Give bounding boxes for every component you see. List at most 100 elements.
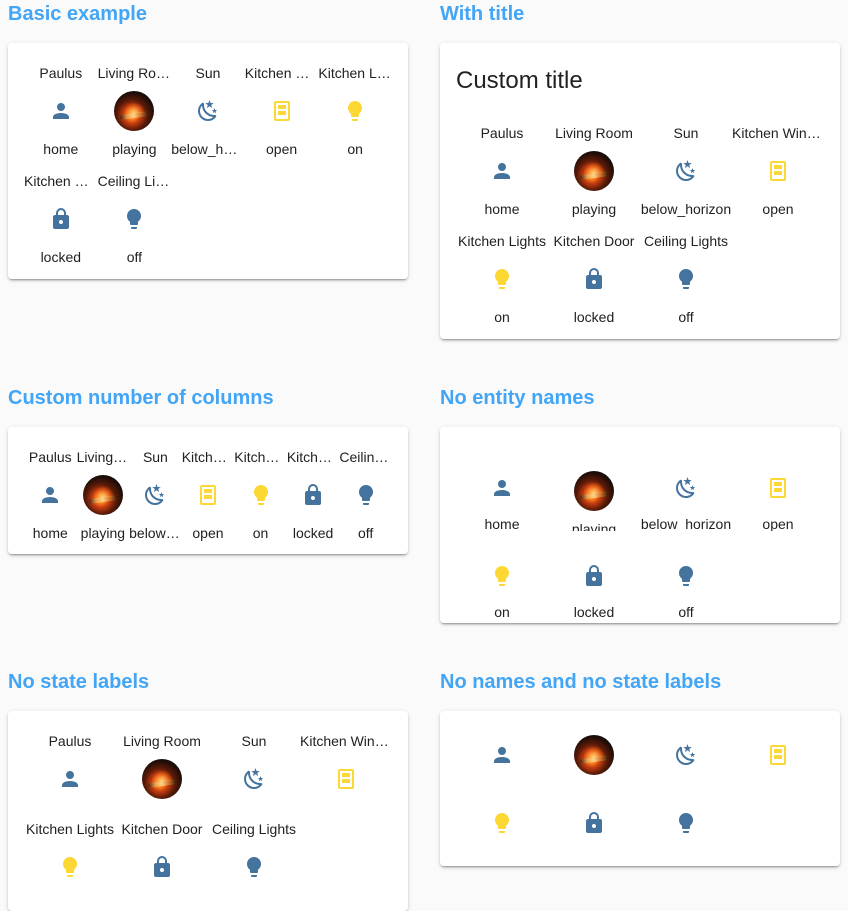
entity-kitchen-window[interactable]: Kitchen Window	[300, 727, 392, 815]
entity-living-room[interactable]: Living Room playing	[548, 119, 640, 227]
entity-sun[interactable]: Sun below_horizon	[129, 443, 182, 551]
entity-state: on	[494, 603, 510, 619]
account-icon	[482, 735, 522, 775]
entity-paulus[interactable]: Paulus home	[456, 119, 548, 227]
entity-state: open	[762, 515, 794, 531]
section-title: With title	[440, 3, 525, 25]
entity-name: Ceiling Lights	[97, 173, 172, 189]
entity-kitchen-lights[interactable]: Kitchen Lights on	[318, 59, 392, 167]
entity-state: below_horizon	[640, 515, 732, 531]
entity-name: Kitchen Window	[300, 733, 392, 749]
entity-name: Kitchen Door	[121, 821, 203, 837]
entity-state: open	[762, 201, 794, 217]
window-open-icon	[758, 471, 798, 506]
entity-state: on	[347, 141, 363, 157]
glance-card: Custom title Paulus home Living Room playin…	[440, 43, 840, 339]
entity-state: on	[252, 525, 269, 541]
entity-kitchen-lights[interactable]: Kitchen Lights on	[234, 443, 287, 551]
entity-paulus[interactable]: Paulus	[24, 727, 116, 815]
glance-card: Paulus home Living Room playing Sun below_hor…	[8, 427, 408, 554]
entity-name: Kitchen Lights	[458, 233, 546, 249]
entity-state: off	[678, 309, 694, 325]
entity-state: home	[43, 141, 79, 157]
weather-night-icon	[666, 735, 706, 775]
entity-living-room[interactable]: Living Room	[116, 727, 208, 815]
entity-grid: Paulus home Living Room playing Sun below_hor…	[24, 443, 392, 551]
entity-kitchen-window[interactable]	[732, 727, 824, 795]
entity-state: below_horizon	[129, 525, 182, 541]
entity-kitchen-door[interactable]: Kitchen Door	[116, 815, 208, 903]
entity-state: open	[266, 141, 298, 157]
entity-name: Sun	[142, 449, 168, 465]
entity-name: Paulus	[28, 449, 72, 465]
avatar	[574, 151, 614, 191]
window-open-icon	[758, 735, 798, 775]
entity-kitchen-lights[interactable]	[456, 795, 548, 863]
entity-state: locked	[292, 525, 334, 541]
entity-sun[interactable]: below_horizon	[640, 443, 732, 531]
entity-paulus[interactable]: Paulus home	[24, 59, 98, 167]
entity-kitchen-window[interactable]: open	[732, 443, 824, 531]
entity-kitchen-door[interactable]: Kitchen Door locked	[287, 443, 340, 551]
entity-name: Living Room	[76, 449, 130, 465]
media-player-avatar	[82, 475, 123, 515]
entity-kitchen-window[interactable]: Kitchen Window open	[245, 59, 319, 167]
entity-sun[interactable]: Sun below_horizon	[171, 59, 245, 167]
entity-living-room[interactable]	[548, 727, 640, 795]
entity-kitchen-window[interactable]: Kitchen Window open	[732, 119, 824, 227]
entity-name: Kitchen Window	[181, 449, 235, 465]
entity-name: Kitchen Door	[553, 233, 635, 249]
entity-ceiling-lights[interactable]	[640, 795, 732, 863]
weather-night-icon	[135, 475, 175, 515]
entity-living-room[interactable]: Living Room playing	[98, 59, 172, 167]
entity-name: Sun	[241, 733, 267, 749]
entity-sun[interactable]: Sun below_horizon	[640, 119, 732, 227]
entity-state: locked	[40, 249, 82, 265]
entity-state: home	[32, 525, 68, 541]
lightbulb-icon	[482, 559, 522, 594]
entity-kitchen-lights[interactable]: Kitchen Lights	[24, 815, 116, 903]
entity-name: Ceiling Lights	[211, 821, 297, 837]
entity-state: home	[484, 515, 520, 531]
entity-kitchen-lights[interactable]: on	[456, 531, 548, 619]
entity-ceiling-lights[interactable]: off	[640, 531, 732, 619]
card-title: Custom title	[456, 67, 583, 94]
entity-living-room[interactable]: playing	[548, 443, 640, 531]
entity-paulus[interactable]: home	[456, 443, 548, 531]
account-icon	[50, 759, 90, 799]
entity-paulus[interactable]: Paulus home	[24, 443, 77, 551]
entity-kitchen-door[interactable]	[548, 795, 640, 863]
lock-icon	[41, 199, 81, 239]
entity-name: Kitchen Lights	[26, 821, 114, 837]
account-icon	[41, 91, 81, 131]
entity-state: below_horizon	[640, 201, 732, 217]
entity-ceiling-lights[interactable]: Ceiling Lights off	[98, 167, 172, 275]
entity-kitchen-door[interactable]: Kitchen Door locked	[24, 167, 98, 275]
entity-ceiling-lights[interactable]: Ceiling Lights off	[640, 227, 732, 335]
entity-kitchen-window[interactable]: Kitchen Window open	[182, 443, 235, 551]
entity-name: Kitchen Lights	[234, 449, 287, 465]
weather-night-icon	[188, 91, 228, 131]
entity-kitchen-lights[interactable]: Kitchen Lights on	[456, 227, 548, 335]
lightbulb-icon	[234, 847, 274, 887]
entity-kitchen-door[interactable]: locked	[548, 531, 640, 619]
account-icon	[482, 151, 522, 191]
entity-ceiling-lights[interactable]: Ceiling Lights	[208, 815, 300, 903]
entity-paulus[interactable]	[456, 727, 548, 795]
entity-sun[interactable]: Sun	[208, 727, 300, 815]
avatar	[574, 471, 614, 511]
entity-name: Ceiling Lights	[339, 449, 392, 465]
lock-icon	[142, 847, 182, 887]
media-player-avatar	[574, 735, 614, 775]
entity-living-room[interactable]: Living Room playing	[77, 443, 130, 551]
entity-ceiling-lights[interactable]: Ceiling Lights off	[339, 443, 392, 551]
entity-kitchen-door[interactable]: Kitchen Door locked	[548, 227, 640, 335]
media-player-avatar	[142, 759, 182, 799]
entity-state: on	[494, 309, 510, 325]
entity-name: Living Room	[555, 125, 633, 141]
lock-icon	[574, 559, 614, 594]
glance-card: Paulus home Living Room playing Sun below_hor…	[8, 43, 408, 279]
section-title: No entity names	[440, 387, 595, 409]
lightbulb-icon	[335, 91, 375, 131]
entity-sun[interactable]	[640, 727, 732, 795]
